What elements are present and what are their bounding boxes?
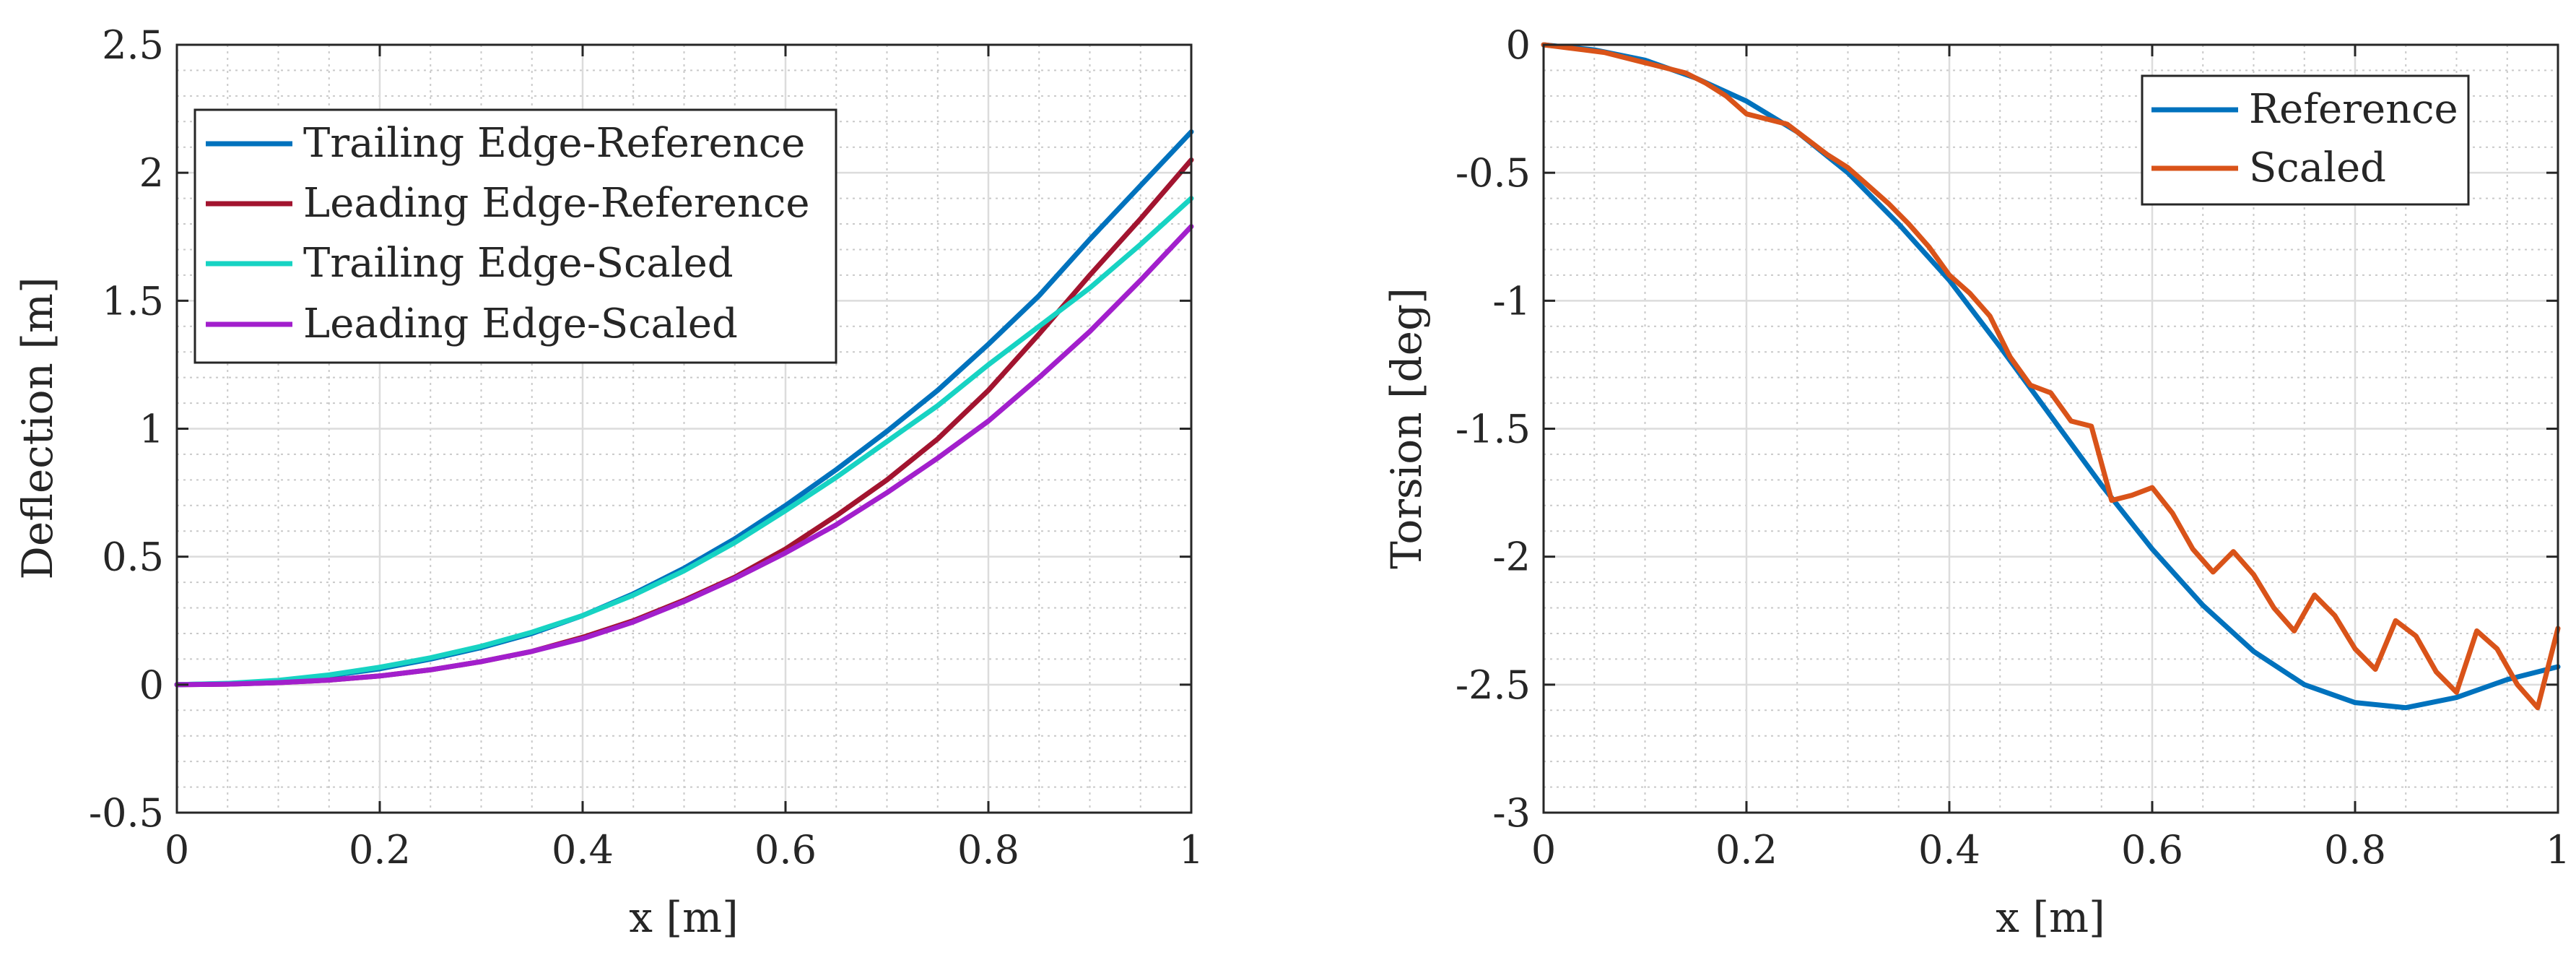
series-line-leading-edge-scaled (174, 224, 1194, 688)
y-tick-label: -1.5 (1455, 407, 1531, 452)
y-tick-label: 1.5 (102, 278, 164, 324)
x-tick-label: 0.8 (2324, 827, 2386, 873)
x-tick-label: 0.4 (1918, 827, 1980, 873)
x-tick-label: 1 (1179, 827, 1204, 873)
legend-label-leading-edge-reference: Leading Edge-Reference (303, 180, 809, 227)
axis-ticks (175, 43, 1193, 814)
x-axis-label: x [m] (1996, 893, 2105, 942)
y-tick-label: 0 (1506, 22, 1531, 68)
series-line-trailing-edge-scaled (174, 196, 1194, 688)
y-tick-label: 0.5 (102, 535, 164, 580)
axis-ticks (1542, 43, 2559, 814)
tick-labels: 0 0.2 0.4 0.6 0.8 1-0.500.511.522.5 (89, 22, 1204, 873)
legend-label-scaled: Scaled (2249, 144, 2386, 191)
x-tick-label: 0.6 (754, 827, 817, 873)
y-tick-label: 1 (139, 407, 164, 452)
legend-label-reference: Reference (2249, 86, 2458, 133)
y-tick-label: 2 (139, 150, 164, 196)
torsion-chart: 0 0.2 0.4 0.6 0.8 1-3-2.5-2-1.5-1-0.50 x [m] … (1382, 22, 2570, 942)
x-tick-label: 1 (2546, 827, 2570, 873)
y-tick-label: 0 (139, 662, 164, 708)
series-layer (1541, 42, 2561, 711)
x-tick-label: 0 (165, 827, 189, 873)
y-tick-label: -0.5 (1455, 150, 1531, 196)
legend: Reference Scaled (2141, 74, 2470, 206)
y-tick-label: -1 (1492, 278, 1531, 324)
x-axis-label: x [m] (629, 893, 738, 942)
x-tick-label: 0.6 (2121, 827, 2183, 873)
series-line-scaled (1541, 42, 2561, 711)
series-layer (174, 129, 1194, 688)
legend: Trailing Edge-Reference Leading Edge-Ref… (193, 108, 837, 364)
y-tick-label: -3 (1492, 790, 1531, 836)
tick-labels: 0 0.2 0.4 0.6 0.8 1 -3 -2.5 -2 -1.5 -1 -0.5 0 (1455, 22, 2570, 873)
y-tick-label: 2.5 (102, 22, 164, 68)
legend-label-leading-edge-scaled: Leading Edge-Scaled (303, 300, 738, 347)
legend-box (2141, 74, 2470, 206)
y-axis-label: Torsion [deg] (1382, 287, 1431, 569)
x-tick-label: 0 (1531, 827, 1556, 873)
x-tick-label: 0.4 (552, 827, 614, 873)
x-tick-label: 0.8 (957, 827, 1019, 873)
y-tick-label: -0.5 (89, 790, 164, 836)
legend-label-trailing-edge-scaled: Trailing Edge-Scaled (303, 240, 734, 287)
legend-box (193, 108, 837, 364)
y-axis-label: Deflection [m] (13, 277, 62, 579)
x-tick-label: 0.2 (349, 827, 411, 873)
y-tick-label: -2.5 (1455, 662, 1531, 708)
deflection-chart: 0 0.2 0.4 0.6 0.8 1-0.500.511.522.5 x [m] Def… (13, 22, 1204, 942)
y-tick-label: -2 (1492, 535, 1531, 580)
x-tick-label: 0.2 (1715, 827, 1777, 873)
legend-label-trailing-edge-reference: Trailing Edge-Reference (303, 120, 805, 167)
